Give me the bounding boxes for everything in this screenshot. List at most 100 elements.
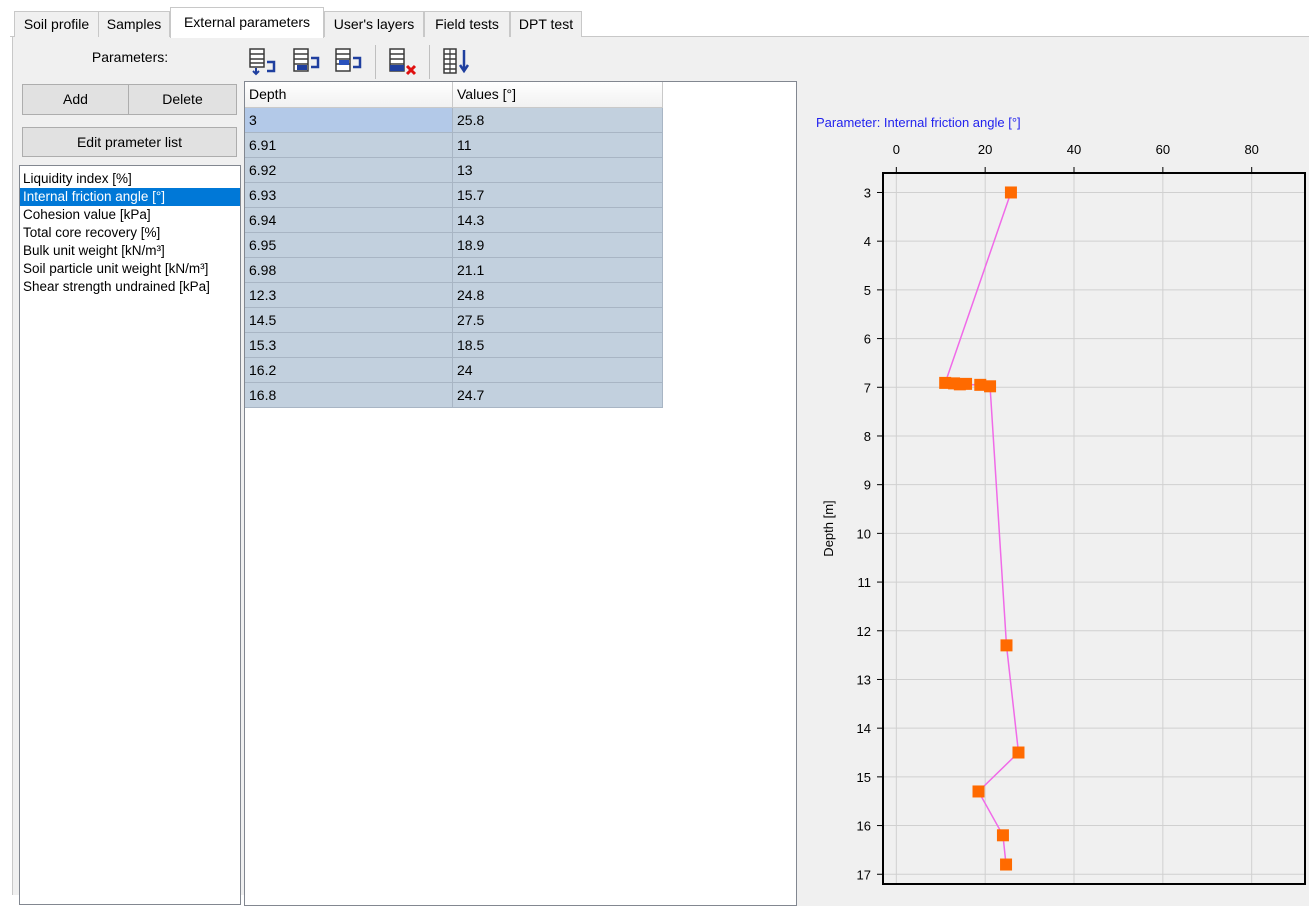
tab-soil-profile[interactable]: Soil profile [14, 11, 99, 37]
delete-rows-icon[interactable] [387, 46, 419, 78]
list-item-liquidity-index[interactable]: Liquidity index [%] [23, 171, 132, 186]
data-series [939, 186, 1025, 871]
y-tick-label: 5 [864, 283, 871, 298]
tab-dpt-test[interactable]: DPT test [510, 11, 582, 37]
chart-gridlines [883, 173, 1305, 884]
append-row-icon[interactable] [291, 46, 323, 78]
cell-value[interactable]: 21.1 [453, 258, 663, 283]
cell-value[interactable]: 24.7 [453, 383, 663, 408]
data-point-marker [1004, 186, 1017, 199]
tab-samples[interactable]: Samples [98, 11, 170, 37]
data-point-marker [974, 378, 987, 391]
tab-users-layers[interactable]: User's layers [324, 11, 424, 37]
y-tick-label: 13 [857, 672, 871, 687]
plot-area-border [882, 172, 1306, 885]
table-row[interactable]: 16.2 24 [245, 358, 663, 383]
data-grid[interactable]: Depth Values [°] 3 25.8 6.91 11 6.92 13 6.93 15… [244, 81, 797, 906]
y-tick-label: 15 [857, 770, 871, 785]
cell-value[interactable]: 13 [453, 158, 663, 183]
cell-depth[interactable]: 12.3 [245, 283, 453, 308]
table-row[interactable]: 6.91 11 [245, 133, 663, 158]
copy-row-icon[interactable] [333, 46, 365, 78]
table-row[interactable]: 12.3 24.8 [245, 283, 663, 308]
y-tick-label: 17 [857, 867, 871, 882]
cell-depth[interactable]: 6.93 [245, 183, 453, 208]
cell-value[interactable]: 18.5 [453, 333, 663, 358]
data-point-marker [1000, 858, 1013, 871]
y-tick-label: 7 [864, 380, 871, 395]
y-tick-label: 12 [857, 624, 871, 639]
external-parameters-panel: Parameters: Add Delete Edit prameter lis… [12, 37, 1309, 906]
table-row[interactable]: 6.98 21.1 [245, 258, 663, 283]
x-tick-label: 60 [1156, 142, 1170, 157]
cell-depth[interactable]: 6.95 [245, 233, 453, 258]
series-line [944, 192, 1020, 865]
cell-value[interactable]: 24.8 [453, 283, 663, 308]
table-row[interactable]: 15.3 18.5 [245, 333, 663, 358]
x-tick-label: 80 [1244, 142, 1258, 157]
data-point-marker [953, 378, 966, 391]
chart-title: Parameter: Internal friction angle [°] [816, 115, 1021, 130]
y-tick-label: 3 [864, 185, 871, 200]
y-tick-label: 11 [858, 575, 872, 590]
axis-ticks: 0 20 40 60 80 3 4 5 6 7 8 9 10 11 12 13 14 15 16 17 [857, 142, 1259, 882]
table-row[interactable]: 6.94 14.3 [245, 208, 663, 233]
insert-row-icon[interactable] [247, 46, 279, 78]
cell-depth[interactable]: 3 [245, 108, 453, 133]
cell-depth[interactable]: 16.8 [245, 383, 453, 408]
y-tick-label: 14 [857, 721, 871, 736]
table-row[interactable]: 6.92 13 [245, 158, 663, 183]
cell-value[interactable]: 15.7 [453, 183, 663, 208]
cell-value[interactable]: 27.5 [453, 308, 663, 333]
parameters-label: Parameters: [91, 49, 169, 65]
cell-depth[interactable]: 6.98 [245, 258, 453, 283]
cell-value[interactable]: 18.9 [453, 233, 663, 258]
tab-external-parameters[interactable]: External parameters [170, 7, 324, 38]
x-tick-label: 40 [1067, 142, 1081, 157]
list-item-total-core-recovery[interactable]: Total core recovery [%] [23, 225, 161, 240]
cell-value[interactable]: 14.3 [453, 208, 663, 233]
table-row[interactable]: 6.93 15.7 [245, 183, 663, 208]
delete-button[interactable]: Delete [128, 84, 237, 115]
tab-bar: Soil profile Samples External parameters… [0, 0, 1309, 38]
table-row[interactable]: 14.5 27.5 [245, 308, 663, 333]
list-item-shear-strength-undrained[interactable]: Shear strength undrained [kPa] [23, 279, 210, 294]
chart-panel: Parameter: Internal friction angle [°] 0… [797, 81, 1309, 906]
table-row[interactable]: 16.8 24.7 [245, 383, 663, 408]
list-item-soil-particle-unit-weight[interactable]: Soil particle unit weight [kN/m³] [23, 261, 209, 276]
grid-body: 3 25.8 6.91 11 6.92 13 6.93 15.7 6.94 14.3 6.95 18.… [245, 108, 663, 408]
grid-header: Depth Values [°] [245, 82, 663, 108]
data-point-marker [1012, 746, 1025, 759]
cell-value[interactable]: 24 [453, 358, 663, 383]
data-point-marker [984, 380, 997, 393]
data-point-marker [972, 785, 985, 798]
column-header-values[interactable]: Values [°] [453, 82, 663, 108]
toolbar-separator [375, 45, 376, 79]
cell-depth[interactable]: 6.92 [245, 158, 453, 183]
table-row[interactable]: 3 25.8 [245, 108, 663, 133]
edit-parameter-list-button[interactable]: Edit prameter list [22, 127, 237, 157]
y-axis-label: Depth [m] [821, 500, 836, 556]
y-tick-label: 4 [864, 234, 871, 249]
depth-profile-chart: Parameter: Internal friction angle [°] 0… [816, 115, 1306, 885]
add-button[interactable]: Add [22, 84, 129, 115]
cell-depth[interactable]: 15.3 [245, 333, 453, 358]
sort-icon[interactable] [441, 46, 473, 78]
list-item-bulk-unit-weight[interactable]: Bulk unit weight [kN/m³] [23, 243, 165, 258]
y-tick-label: 9 [864, 478, 871, 493]
data-point-marker [996, 829, 1009, 842]
cell-value[interactable]: 11 [453, 133, 663, 158]
tab-field-tests[interactable]: Field tests [424, 11, 510, 37]
column-header-depth[interactable]: Depth [245, 82, 453, 108]
cell-value[interactable]: 25.8 [453, 108, 663, 133]
cell-depth[interactable]: 6.94 [245, 208, 453, 233]
list-item-internal-friction-angle[interactable]: Internal friction angle [°] [20, 188, 240, 206]
y-tick-label: 8 [864, 429, 871, 444]
cell-depth[interactable]: 16.2 [245, 358, 453, 383]
cell-depth[interactable]: 6.91 [245, 133, 453, 158]
y-tick-label: 6 [864, 332, 871, 347]
cell-depth[interactable]: 14.5 [245, 308, 453, 333]
list-item-cohesion-value[interactable]: Cohesion value [kPa] [23, 207, 151, 222]
parameter-list[interactable]: Liquidity index [%] Internal friction an… [19, 165, 241, 905]
table-row[interactable]: 6.95 18.9 [245, 233, 663, 258]
